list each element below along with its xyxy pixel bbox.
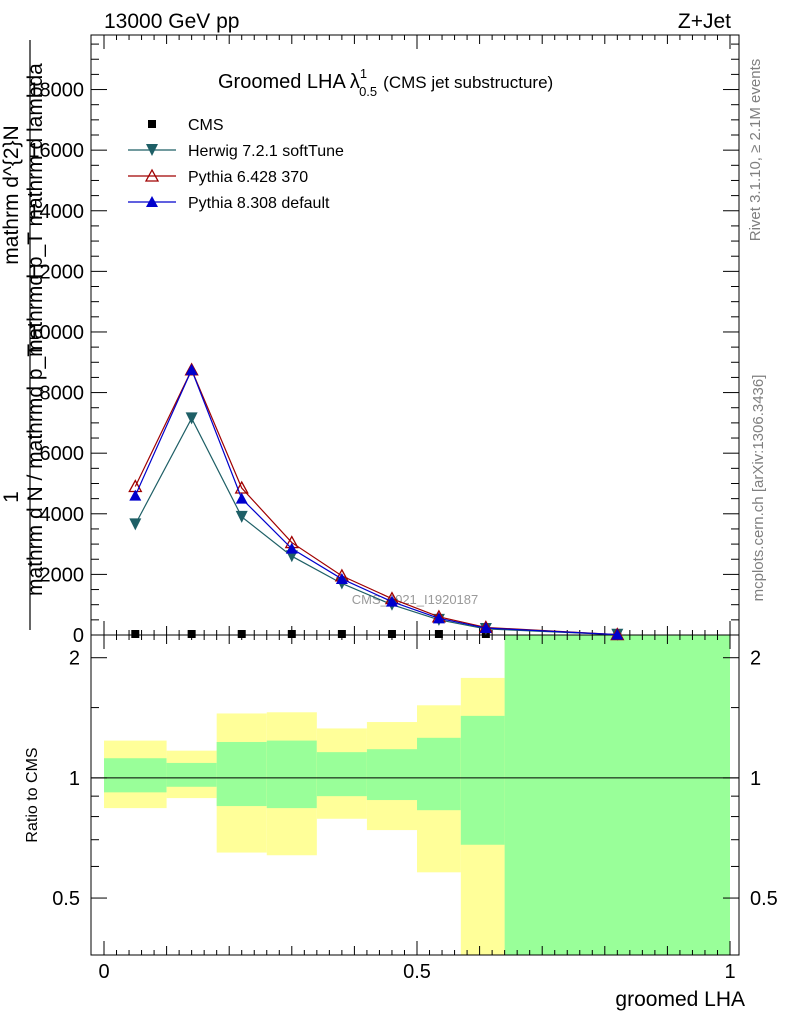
ratio-ytick-label-right: 2 (750, 648, 761, 670)
ratio-band-inner (104, 758, 167, 793)
ratio-axis-ticks: 0.5 0.5 1 1 2 2 0 0.5 1 (52, 635, 778, 983)
series-pythia8 (129, 363, 624, 640)
main-ytick-label: 2000 (40, 564, 85, 586)
ratio-ylabel: Ratio to CMS (24, 747, 41, 842)
main-ytick-label: 16000 (28, 140, 84, 162)
main-axis-ticks: 0 2000 4000 6000 8000 10000 12000 14000 16000 180… (28, 35, 739, 647)
rivet-label: Rivet 3.1.10, ≥ 2.1M events (747, 59, 764, 242)
ratio-band-inner (417, 737, 461, 811)
ylabel-numer-a: mathrm d N / mathrmd p_T (24, 344, 47, 596)
ratio-ytick-label-right: 0.5 (750, 888, 778, 910)
ratio-band-inner (216, 741, 267, 807)
ratio-bands (104, 635, 730, 955)
ratio-frame (90, 634, 740, 956)
legend-label-pythia8: Pythia 8.308 default (188, 195, 330, 212)
point-herwig (185, 412, 198, 425)
point-cms (237, 630, 246, 638)
chart-title: Groomed LHA λ1 0.5 (CMS jet substructure) (218, 66, 553, 99)
legend-label-herwig: Herwig 7.2.1 softTune (188, 143, 344, 160)
ratio-ytick-label-right: 1 (750, 768, 761, 790)
legend-label-pythia6: Pythia 6.428 370 (188, 169, 308, 186)
ratio-band-inner (366, 749, 417, 801)
point-pythia8 (432, 612, 445, 624)
legend-marker-cms (148, 120, 156, 128)
main-ytick-label: 6000 (40, 443, 85, 465)
mcplots-label: mcplots.cern.ch [arXiv:1306.3436] (750, 375, 767, 602)
ratio-ytick-label: 0.5 (52, 888, 80, 910)
energy-label: 13000 GeV pp (104, 10, 239, 33)
xlabel: groomed LHA (615, 988, 745, 1011)
main-ytick-label: 14000 (28, 201, 84, 223)
point-herwig (129, 518, 142, 531)
main-ytick-label: 8000 (40, 383, 85, 405)
point-pythia8 (235, 492, 248, 504)
ylabel-denom: mathrmd p_T mathrm d lambda (24, 63, 47, 357)
process-label: Z+Jet (678, 10, 731, 33)
main-ylabel: 1 mathrm d N / mathrmd p_T mathrm d^{2}N… (0, 40, 47, 630)
ylabel-numer: mathrm d^{2}N (0, 125, 23, 264)
point-cms (287, 630, 296, 638)
legend-marker-pythia8 (146, 196, 158, 207)
ratio-band-inner (504, 635, 730, 955)
ratio-band-inner (316, 752, 367, 797)
ratio-band-inner (266, 740, 317, 809)
ratio-band-inner (460, 715, 505, 845)
point-herwig (235, 510, 248, 523)
point-pythia8 (129, 489, 142, 501)
point-cms (187, 630, 196, 638)
main-ytick-label: 12000 (28, 261, 84, 283)
point-pythia8 (385, 595, 398, 607)
main-ytick-label: 4000 (40, 504, 85, 526)
ratio-xtick-label: 1 (724, 961, 735, 983)
point-pythia8 (611, 628, 624, 640)
point-pythia8 (185, 363, 198, 375)
main-ytick-label: 18000 (28, 80, 84, 102)
point-cms (387, 630, 396, 638)
point-pythia8 (479, 622, 492, 634)
point-pythia8 (285, 542, 298, 554)
point-cms (131, 630, 140, 638)
legend-marker-herwig (146, 144, 158, 156)
ylabel-one: 1 (0, 491, 23, 503)
main-ytick-label: 10000 (28, 322, 84, 344)
point-cms (434, 630, 443, 638)
point-pythia8 (335, 572, 348, 584)
ratio-ytick-label: 1 (69, 768, 80, 790)
ratio-xtick-label: 0.5 (403, 961, 431, 983)
series-layer (128, 362, 625, 641)
legend-label-cms: CMS (188, 117, 224, 134)
legend-marker-pythia6 (144, 168, 160, 182)
point-cms (337, 630, 346, 638)
series-line-pythia8 (134, 368, 618, 636)
ratio-xtick-label: 0 (98, 961, 109, 983)
analysis-watermark: CMS_2021_I1920187 (352, 592, 479, 607)
ratio-band-inner (166, 762, 217, 787)
legend: CMS Herwig 7.2.1 softTune Pythia 6.428 370… (128, 117, 344, 212)
main-ytick-label: 0 (73, 625, 84, 647)
ratio-ytick-label: 2 (69, 648, 80, 670)
